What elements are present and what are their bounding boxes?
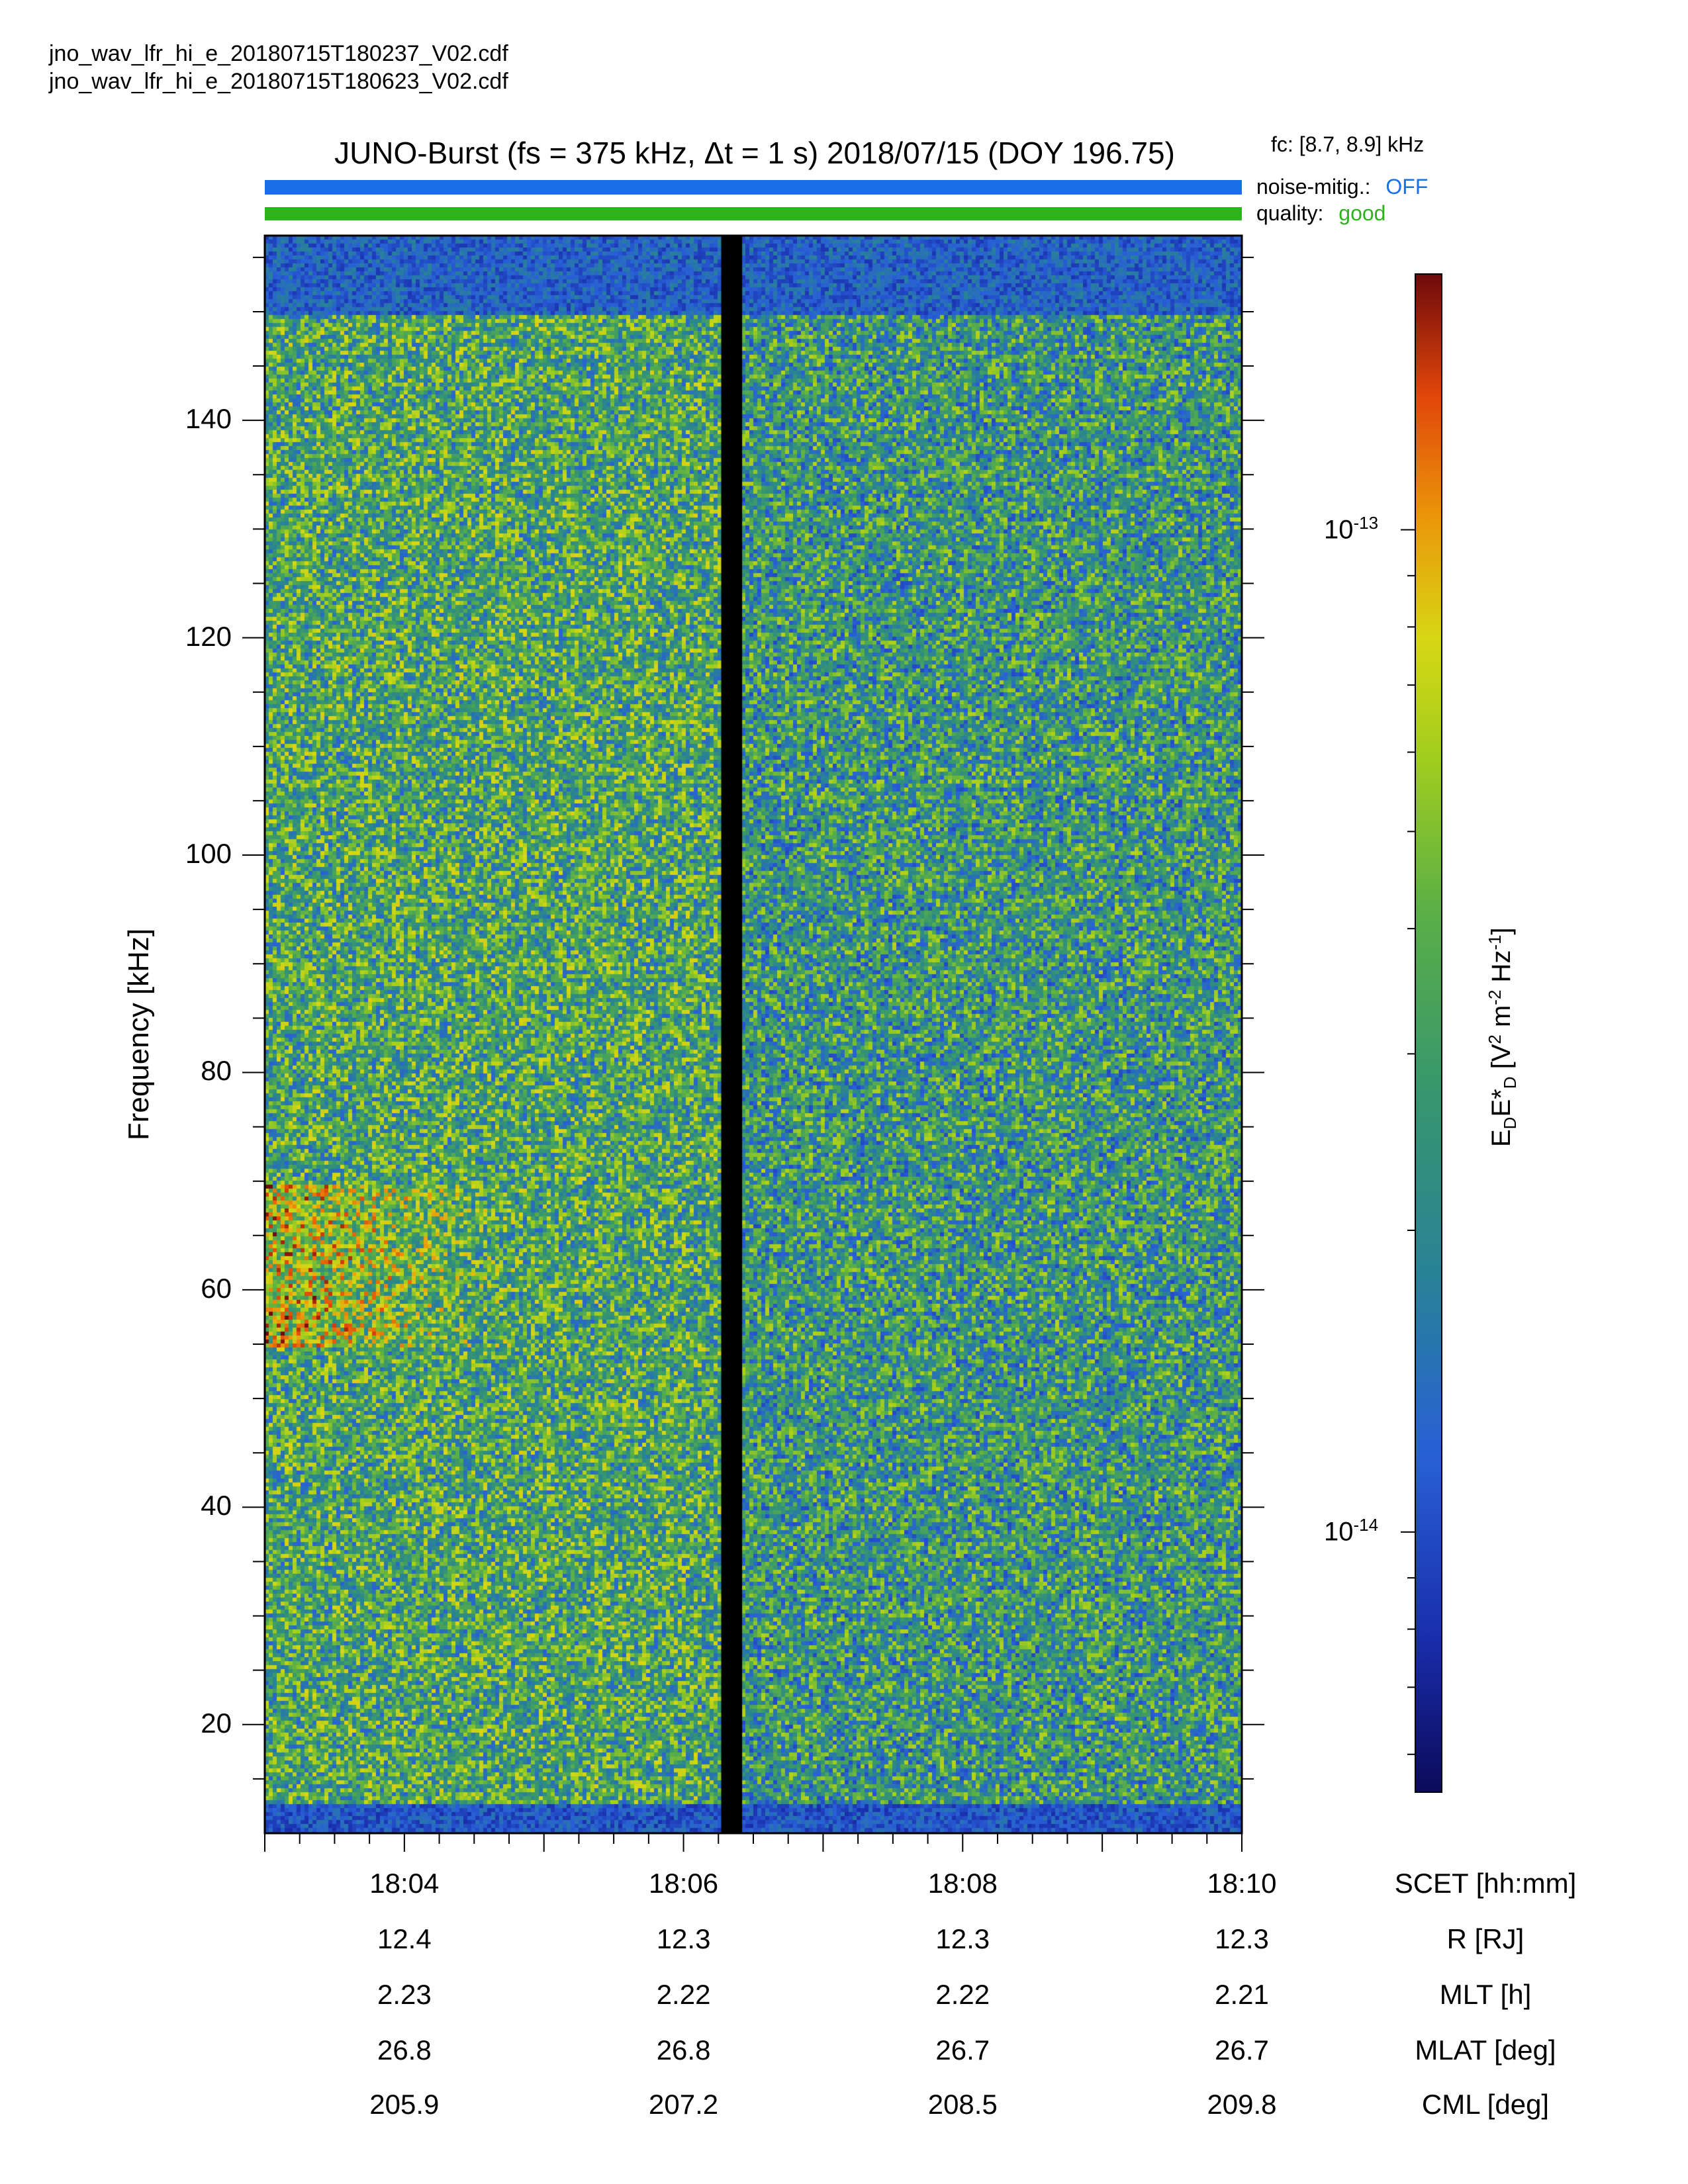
ephemeris-row-label: MLT [h]: [1439, 1979, 1532, 2010]
ephemeris-row-label: SCET [hh:mm]: [1394, 1868, 1577, 1899]
ephemeris-value: 207.2: [649, 2089, 719, 2120]
x-tick-label: 18:04: [369, 1868, 440, 1899]
quality-status: quality: good: [1256, 201, 1385, 226]
fc-label: fc: [8.7, 8.9] kHz: [1271, 132, 1425, 156]
ephemeris-value: 2.21: [1215, 1979, 1269, 2010]
y-tick-label: 80: [201, 1055, 232, 1087]
y-tick-label: 140: [185, 403, 232, 435]
x-tick-label: 18:10: [1207, 1868, 1277, 1899]
y-tick-label: 100: [185, 838, 232, 870]
ephemeris-value: 208.5: [927, 2089, 998, 2120]
x-tick-label: 18:06: [649, 1868, 719, 1899]
ephemeris-row-label: R [RJ]: [1446, 1923, 1524, 1954]
filename-1: jno_wav_lfr_hi_e_20180715T180237_V02.cdf: [49, 41, 508, 66]
ephemeris-value: 26.8: [377, 2034, 432, 2066]
ephemeris-value: 205.9: [369, 2089, 440, 2120]
y-tick-label: 120: [185, 620, 232, 652]
noise-mitigation-label: noise-mitig.:: [1256, 175, 1371, 199]
ephemeris-value: 209.8: [1207, 2089, 1277, 2120]
x-tick-label: 18:08: [927, 1868, 998, 1899]
ephemeris-row-label: MLAT [deg]: [1415, 2034, 1556, 2066]
colorbar-tick-label: 10-14: [1324, 1514, 1379, 1547]
filename-2: jno_wav_lfr_hi_e_20180715T180623_V02.cdf: [49, 69, 508, 94]
y-tick-label: 40: [201, 1490, 232, 1522]
noise-mitigation-bar: [265, 180, 1242, 195]
ephemeris-value: 12.3: [656, 1923, 711, 1954]
colorbar-tick-label: 10-13: [1324, 512, 1379, 544]
y-tick-label: 20: [201, 1707, 232, 1739]
noise-mitigation-value: OFF: [1385, 175, 1429, 199]
chart-title: JUNO-Burst (fs = 375 kHz, Δt = 1 s) 2018…: [334, 136, 1175, 170]
ephemeris-value: 2.22: [656, 1979, 711, 2010]
ephemeris-row-label: CML [deg]: [1421, 2089, 1550, 2120]
ephemeris-value: 12.3: [935, 1923, 990, 1954]
ephemeris-value: 26.7: [1215, 2034, 1269, 2066]
ephemeris-value: 12.4: [377, 1923, 432, 1954]
noise-mitigation-status: noise-mitig.: OFF: [1256, 175, 1428, 199]
y-tick-label: 60: [201, 1272, 232, 1304]
ephemeris-value: 26.8: [656, 2034, 711, 2066]
quality-label: quality:: [1256, 201, 1324, 225]
ephemeris-value: 12.3: [1215, 1923, 1269, 1954]
colorbar-label: EDE*D [V2 m-2 Hz-1]: [1484, 927, 1521, 1148]
spectrogram-image: [265, 236, 1242, 1833]
quality-value: good: [1338, 201, 1386, 225]
ephemeris-value: 26.7: [935, 2034, 990, 2066]
quality-bar: [265, 207, 1242, 220]
ephemeris-value: 2.23: [377, 1979, 432, 2010]
ephemeris-value: 2.22: [935, 1979, 990, 2010]
colorbar-gradient: [1415, 273, 1442, 1793]
